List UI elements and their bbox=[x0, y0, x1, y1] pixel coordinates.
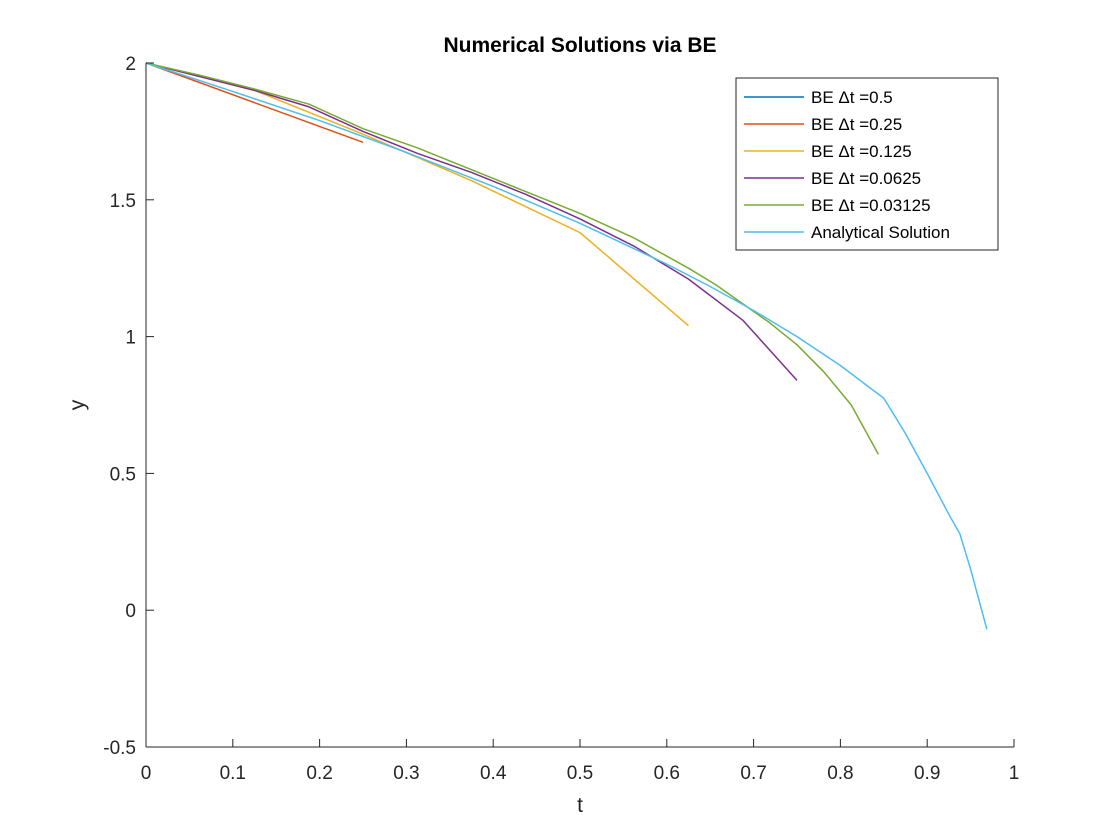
series-lines bbox=[145, 62, 988, 630]
series-line-6 bbox=[145, 62, 988, 630]
x-tick-label: 0.2 bbox=[306, 763, 332, 784]
y-tick-label: 0.5 bbox=[110, 464, 136, 485]
x-tick-label: 0 bbox=[141, 763, 152, 784]
y-tick-label: 2 bbox=[125, 54, 136, 75]
series-line-2 bbox=[145, 62, 364, 144]
y-tick-label: -0.5 bbox=[103, 738, 136, 759]
legend-entry-1: BE Δt =0.5 bbox=[811, 88, 893, 107]
legend-entry-3: BE Δt =0.125 bbox=[811, 142, 912, 161]
legend-entry-4: BE Δt =0.0625 bbox=[811, 169, 921, 188]
x-tick-label: 0.9 bbox=[914, 763, 940, 784]
x-axis-label: t bbox=[577, 794, 583, 817]
x-tick-label: 0.3 bbox=[393, 763, 419, 784]
legend-entry-2: BE Δt =0.25 bbox=[811, 115, 902, 134]
legend-box bbox=[735, 77, 999, 251]
legend: BE Δt =0.5 BE Δt =0.25 BE Δt =0.125 BE Δt =… bbox=[735, 77, 999, 251]
x-tick-label: 0.7 bbox=[740, 763, 766, 784]
series-line-5 bbox=[145, 62, 880, 455]
x-tick-label: 0.5 bbox=[567, 763, 593, 784]
y-axis-label: y bbox=[66, 399, 89, 410]
x-tick-label: 0.8 bbox=[827, 763, 853, 784]
y-tick-label: 0 bbox=[125, 601, 136, 622]
axes: 0 0.1 0.2 0.3 0.4 0.5 0.6 0.7 0.8 0.9 1-0.500.511.… bbox=[103, 54, 1019, 784]
legend-entry-6: Analytical Solution bbox=[811, 223, 950, 242]
x-tick-label: 1 bbox=[1009, 763, 1020, 784]
y-tick-label: 1.5 bbox=[110, 191, 136, 212]
x-tick-label: 0.6 bbox=[654, 763, 680, 784]
legend-entry-5: BE Δt =0.03125 bbox=[811, 196, 931, 215]
series-line-4 bbox=[145, 62, 798, 381]
chart-title: Numerical Solutions via BE bbox=[443, 34, 716, 57]
x-tick-label: 0.1 bbox=[220, 763, 246, 784]
series-line-3 bbox=[145, 62, 689, 327]
y-tick-label: 1 bbox=[125, 328, 136, 349]
x-tick-label: 0.4 bbox=[480, 763, 507, 784]
